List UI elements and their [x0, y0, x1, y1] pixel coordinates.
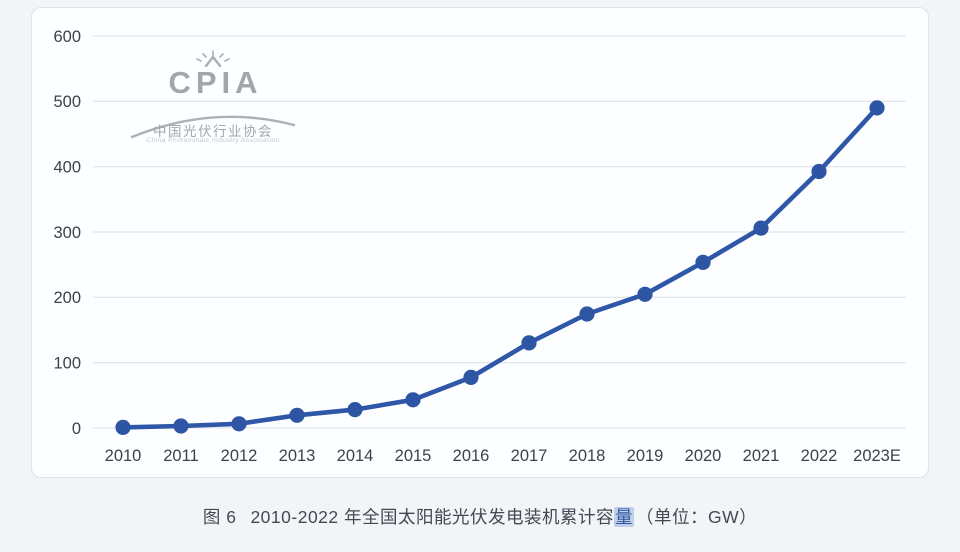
data-point-2018: [579, 306, 595, 322]
data-point-2020: [695, 254, 711, 270]
x-tick-label-2023E: 2023E: [853, 447, 901, 465]
y-tick-label: 0: [72, 420, 81, 438]
data-point-2013: [289, 407, 305, 423]
x-tick-label-2010: 2010: [105, 447, 142, 465]
data-point-2012: [231, 416, 247, 432]
caption-highlighted-char: 量: [614, 507, 635, 527]
x-tick-label-2014: 2014: [337, 447, 374, 465]
y-tick-label: 200: [53, 289, 81, 307]
series-line: [120, 105, 880, 430]
data-point-2016: [463, 369, 479, 385]
x-tick-label-2019: 2019: [627, 447, 664, 465]
y-tick-label: 500: [53, 93, 81, 111]
x-tick-label-2013: 2013: [279, 447, 316, 465]
x-tick-label-2020: 2020: [685, 447, 722, 465]
y-tick-label: 400: [53, 158, 81, 176]
data-point-2015: [405, 392, 421, 408]
caption-unit: （单位：GW）: [636, 507, 758, 527]
x-tick-label-2018: 2018: [569, 447, 606, 465]
y-tick-label: 600: [53, 28, 81, 46]
x-tick-label-2021: 2021: [743, 447, 780, 465]
data-point-2021: [753, 220, 769, 236]
x-tick-label-2015: 2015: [395, 447, 432, 465]
chart-card: 0 100 200 300 400 500 600 2010 2011 2012 2013 2014 2…: [31, 7, 929, 478]
line-chart: 0 100 200 300 400 500 600 2010 2011 2012 2013 2014 2…: [53, 28, 906, 465]
x-tick-label-2017: 2017: [511, 447, 548, 465]
data-point-2017: [521, 335, 537, 351]
figure-caption: 图 6 2010-2022 年全国太阳能光伏发电装机累计容量 （单位：GW）: [0, 504, 960, 530]
x-tick-label-2016: 2016: [453, 447, 490, 465]
x-tick-label-2022: 2022: [801, 447, 838, 465]
x-tick-label-2012: 2012: [221, 447, 258, 465]
data-point-2010: [115, 419, 131, 435]
data-point-2023E: [869, 100, 885, 116]
caption-text: 2010-2022 年全国太阳能光伏发电装机累计容: [250, 507, 615, 527]
data-point-2014: [347, 402, 363, 418]
data-point-2011: [173, 418, 189, 434]
data-point-2019: [637, 286, 653, 302]
y-tick-label: 300: [53, 224, 81, 242]
data-point-2022: [811, 163, 827, 180]
figure-number: 图 6: [202, 507, 237, 527]
x-tick-label-2011: 2011: [163, 447, 198, 465]
y-tick-label: 100: [53, 354, 81, 372]
